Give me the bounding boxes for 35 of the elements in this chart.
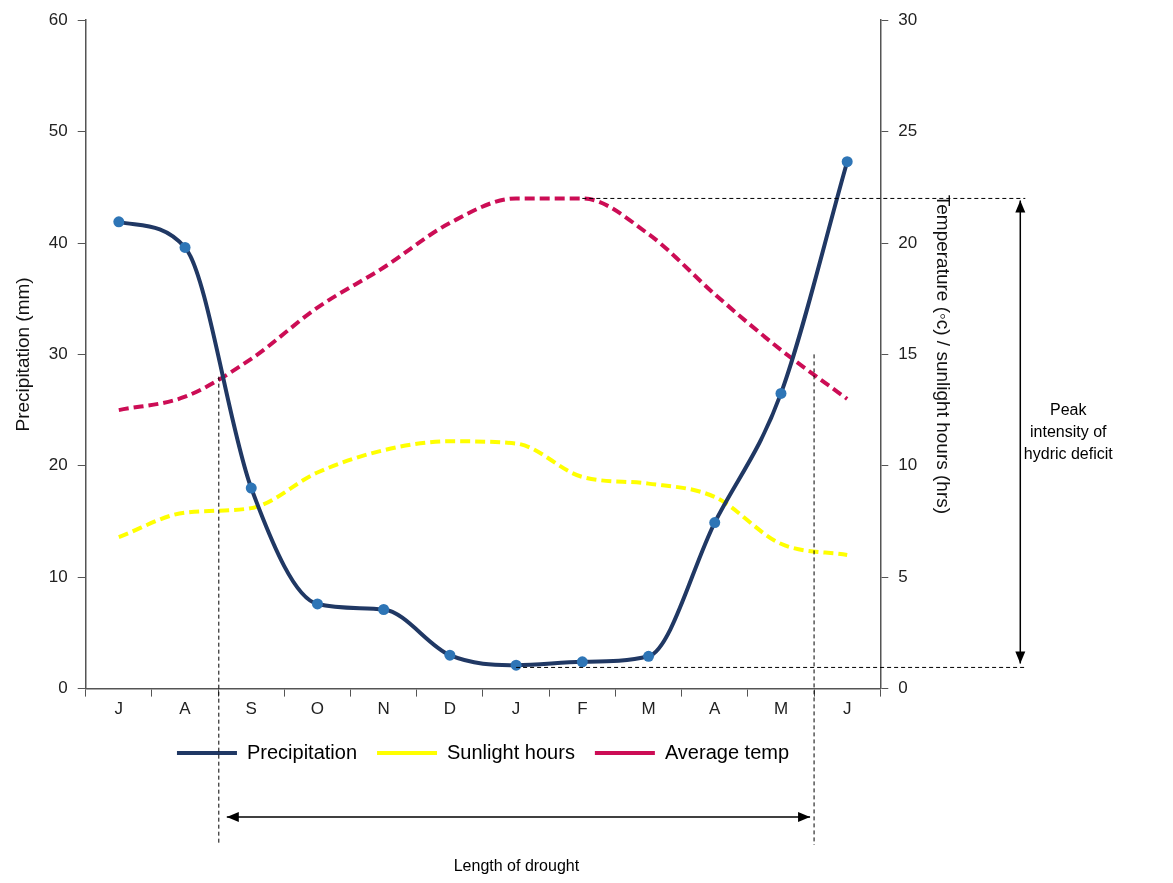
x-tick-label: J xyxy=(842,699,852,719)
y-tick-label: 40 xyxy=(48,232,68,252)
x-tick-label: D xyxy=(443,699,457,719)
x-tick-label: M xyxy=(773,699,789,719)
y2-tick-label: 20 xyxy=(898,232,918,252)
x-tick-label: N xyxy=(377,699,390,719)
y2-tick-label: 25 xyxy=(898,121,918,141)
y-axis-title: Precipitation (mm) xyxy=(11,277,33,432)
y2-axis-title: Temperature (◦c) / sunlight hours (hrs) xyxy=(933,194,955,515)
x-tick-label: J xyxy=(114,699,124,719)
legend-label: Precipitation xyxy=(246,740,358,763)
y2-tick-label: 30 xyxy=(898,9,918,29)
y-tick-label: 0 xyxy=(58,678,68,698)
line-series xyxy=(116,196,850,413)
y-tick-label: 50 xyxy=(48,121,68,141)
x-tick-label: F xyxy=(577,699,588,719)
text: Length of drought xyxy=(453,857,580,875)
y-tick-label: 20 xyxy=(48,455,68,475)
y2-tick-label: 0 xyxy=(898,678,908,698)
x-tick-label: A xyxy=(179,699,192,719)
x-tick-label: J xyxy=(511,699,521,719)
x-tick-label: M xyxy=(641,699,656,719)
y2-tick-label: 5 xyxy=(898,566,908,586)
y2-tick-label: 10 xyxy=(898,455,918,475)
x-tick-label: S xyxy=(245,699,257,719)
y-tick-label: 10 xyxy=(48,566,68,586)
text: Peak intensity of hydric deficit xyxy=(1023,401,1114,463)
y-tick-label: 30 xyxy=(48,344,68,364)
x-tick-label: A xyxy=(709,699,722,719)
x-tick-label: O xyxy=(310,699,325,719)
y2-tick-label: 15 xyxy=(898,344,918,364)
legend-label: Average temp xyxy=(664,740,790,763)
legend-label: Sunlight hours xyxy=(447,740,575,763)
line-series xyxy=(116,439,850,557)
y-tick-label: 60 xyxy=(48,9,68,29)
